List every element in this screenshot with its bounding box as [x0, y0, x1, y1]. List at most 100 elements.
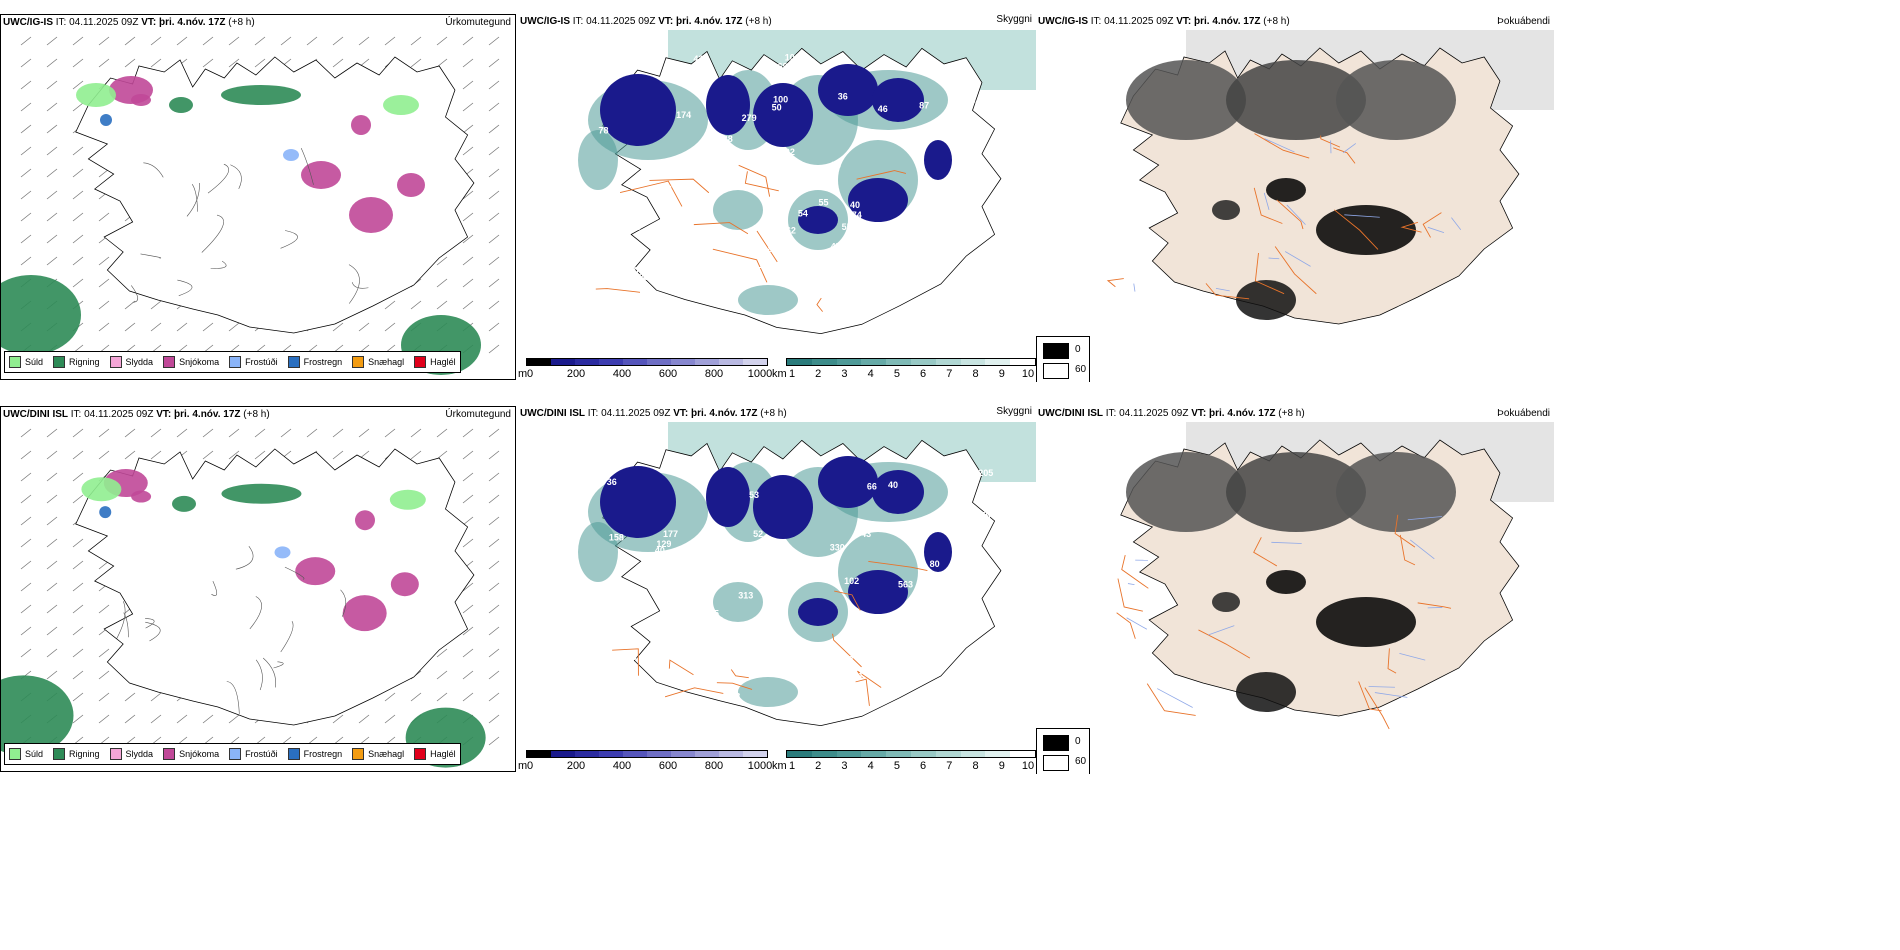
colorbar-bin [910, 359, 936, 365]
precip-swatch [414, 748, 427, 760]
road [619, 180, 683, 207]
wind-barb [488, 516, 500, 526]
river [1268, 257, 1280, 260]
wind-barb [46, 648, 58, 658]
colorbar-tick-label: 2 [815, 368, 822, 380]
cloud-base-label: 80 [768, 244, 778, 254]
colorbar-bin [935, 751, 961, 757]
wind-barb [20, 428, 32, 438]
wind-barb [46, 80, 58, 90]
cloud-base-label: 40 [850, 200, 860, 210]
wind-barb [46, 168, 58, 178]
precip-area [221, 483, 302, 504]
colorbar-bin [960, 359, 986, 365]
cloud-base-label: 49 [597, 605, 607, 615]
cloud-base-label: 46 [878, 104, 888, 114]
wind-barb [46, 494, 58, 504]
cloud-base-label: 80 [787, 251, 797, 261]
cloud-base-label: 120 [909, 201, 924, 211]
wind-barb [98, 692, 110, 702]
wind-barb [72, 494, 84, 504]
cloud-base-label: 16 [718, 288, 728, 298]
panel-header: UWC/DINI ISL IT: 04.11.2025 09Z VT: þri.… [1038, 408, 1550, 419]
wind-barb [72, 146, 84, 156]
fog-area [1316, 597, 1416, 647]
wind-barb [72, 80, 84, 90]
road [1198, 629, 1251, 659]
precip-swatch [109, 748, 122, 760]
colorbar-bin [695, 359, 719, 365]
terrain-contour [177, 279, 193, 296]
terrain-contour [262, 657, 277, 688]
river [1263, 192, 1270, 210]
precip-swatch [352, 356, 365, 368]
river [1342, 143, 1357, 154]
panel-header: UWC/DINI ISL IT: 04.11.2025 09Z VT: þri.… [520, 406, 1032, 419]
wind-barb [488, 604, 500, 614]
road [1320, 135, 1341, 148]
wind-barb [462, 234, 474, 244]
cloud-base-label: 55 [995, 149, 1005, 159]
cloud-base-label: 41 [754, 625, 764, 635]
wind-barb [462, 300, 474, 310]
fog-area [1236, 672, 1296, 712]
fog-legend-swatch [1043, 755, 1069, 771]
precip-legend-item: Snjókoma [163, 748, 219, 760]
wind-barb [488, 344, 500, 354]
colorbar-bin [743, 359, 767, 365]
cloud-base-label: 48 [794, 267, 804, 277]
precip-swatch [163, 356, 176, 368]
colorbar-tick-label: 200 [566, 760, 586, 772]
cloud-base-label: 156 [768, 584, 783, 594]
cloud-base-label: 36 [838, 92, 848, 102]
colorbar-bin [910, 751, 936, 757]
fog-legend-label: 0 [1075, 344, 1081, 355]
cloud-base-label: 113 [966, 613, 981, 623]
cloud-base-label: 102 [844, 576, 859, 586]
wind-barb [332, 36, 344, 46]
wind-barb [98, 278, 110, 288]
precip-swatch [287, 356, 300, 368]
wind-barb [228, 322, 240, 332]
wind-barb [462, 670, 474, 680]
cloud-base-label: 40 [888, 480, 898, 490]
colorbar-unit: km [772, 368, 787, 380]
wind-barb [124, 714, 136, 724]
colorbar-bin [527, 751, 551, 757]
cloud-base-label: 62 [786, 226, 796, 236]
cloud-base-label: 563 [898, 579, 913, 589]
road [1399, 534, 1416, 566]
cloud-base-label: 50 [592, 315, 602, 325]
precip-area [169, 97, 193, 113]
river [1284, 251, 1311, 267]
cloud-base-label: 50 [772, 102, 782, 112]
road [1253, 187, 1283, 224]
panel-title: Þokuábendi [1497, 408, 1550, 419]
wind-barb [488, 736, 500, 746]
precip-area [354, 510, 375, 531]
wind-barb [488, 670, 500, 680]
wind-barb [436, 58, 448, 68]
cloud-base-label: 160 [635, 306, 650, 316]
precip-type-panel-bottom: UWC/DINI ISL IT: 04.11.2025 09Z VT: þri.… [0, 406, 516, 772]
wind-barb [46, 538, 58, 548]
wind-barb [436, 428, 448, 438]
colorbar-tick-label: 5 [893, 368, 900, 380]
precip-legend-label: Súld [25, 357, 44, 367]
cloud-base-label: 279 [742, 113, 757, 123]
wind-barb [124, 450, 136, 460]
terrain-contour [351, 282, 369, 289]
fog-area [1236, 280, 1296, 320]
cloud-base-label: 55 [842, 222, 852, 232]
cloud-base-label: 132 [629, 278, 644, 288]
cloud-base-label: 49 [856, 283, 866, 293]
wind-barb [72, 102, 84, 112]
low-cloud-area [848, 570, 908, 614]
colorbar-tick-label: 4 [867, 368, 874, 380]
wind-barb [20, 36, 32, 46]
fog-legend-label: 0 [1075, 736, 1081, 747]
wind-barb [436, 648, 448, 658]
wind-barb [358, 36, 370, 46]
wind-barb [46, 256, 58, 266]
wind-barb [72, 604, 84, 614]
